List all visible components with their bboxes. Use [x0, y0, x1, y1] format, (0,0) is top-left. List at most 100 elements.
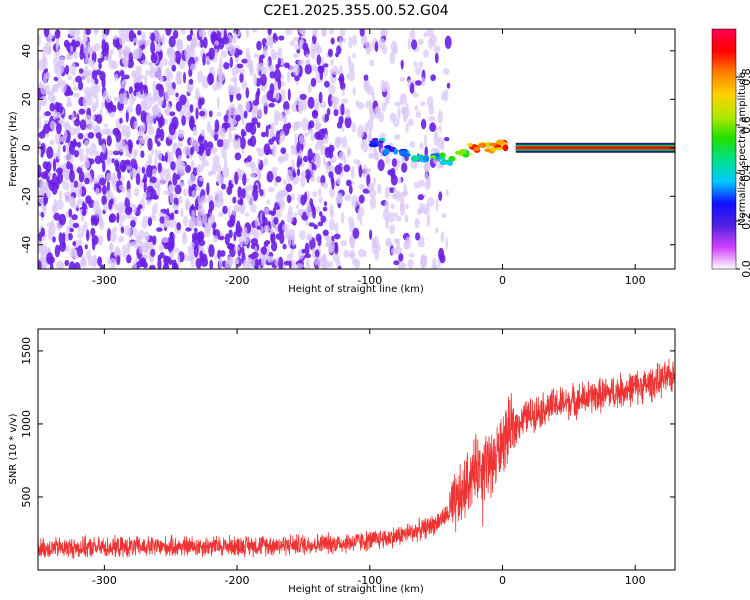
spectrogram-noise-cell	[49, 139, 55, 146]
spectrogram-noise-cell	[109, 257, 117, 267]
spectrogram-noise-cell	[430, 34, 437, 47]
spectrogram-noise-cell	[68, 261, 76, 269]
snr-x-tick-label: 0	[499, 574, 506, 587]
spectrogram-noise-cell	[56, 167, 63, 175]
spectrogram-noise-cell	[269, 71, 276, 79]
spectrogram-noise-cell	[136, 39, 143, 47]
spectrogram-noise-cell	[205, 148, 211, 157]
spectrogram-noise-cell	[415, 80, 422, 86]
spectrogram-noise-cell	[118, 139, 126, 153]
spectrogram-noise-cell	[54, 29, 61, 40]
spectrogram-noise-cell	[279, 130, 286, 143]
spectrogram-noise-cell	[369, 196, 377, 210]
spectrogram-noise-cell	[220, 146, 227, 159]
spectrogram-noise-cell	[403, 183, 408, 197]
spectrogram-signal-cell	[439, 152, 446, 159]
spectrogram-noise-cell	[409, 140, 416, 148]
spectrogram-noise-cell	[116, 212, 120, 224]
spectrogram-noise-cell	[362, 143, 368, 153]
spectrogram-noise-cell	[374, 41, 379, 52]
spectrogram-noise-cell	[70, 29, 75, 38]
spectrogram-noise-cell	[305, 53, 310, 59]
spectrogram-noise-cell	[358, 194, 365, 204]
spectrogram-noise-cell	[165, 29, 172, 36]
spectrogram-noise-cell	[56, 149, 61, 160]
snr-x-ticks: -300 -200 -100 0 100	[92, 329, 646, 587]
spectrogram-noise-cell	[290, 248, 294, 258]
spectrogram-noise-cell	[384, 29, 388, 37]
spectrogram-noise-cell	[369, 59, 375, 67]
spectrogram-noise-cell	[192, 167, 198, 177]
spectrogram-noise-cell	[84, 57, 92, 65]
spectrogram-noise-cell	[190, 241, 195, 251]
spectrogram-noise-cell	[135, 235, 142, 244]
spectrogram-noise-cell	[142, 241, 149, 254]
spectrogram-noise-cell	[371, 238, 376, 248]
spectrogram-noise-cell	[301, 117, 309, 131]
spectrogram-noise-cell	[426, 96, 434, 108]
spectrogram-noise-cell	[152, 168, 158, 177]
spectrogram-noise-cell	[310, 41, 316, 53]
spectrogram-noise-cell	[55, 40, 59, 53]
spectrogram-noise-cell	[233, 137, 239, 150]
spectrogram-noise-cell	[137, 30, 142, 36]
spectrogram-noise-cell	[81, 210, 87, 216]
spectrogram-noise-cell	[317, 221, 324, 227]
spectrogram-noise-cell	[260, 246, 267, 255]
spectrogram-noise-cell	[53, 76, 59, 82]
spectrogram-noise-cell	[77, 141, 81, 148]
spectrogram-noise-cell	[222, 166, 230, 178]
spectrogram-noise-cell	[423, 49, 430, 58]
snr-x-tick-label: 100	[625, 574, 646, 587]
spectrogram-noise-cell	[292, 53, 300, 59]
spectrogram-noise-cell	[56, 199, 64, 211]
spectrogram-noise-cell	[324, 66, 328, 77]
spectrogram-noise-cell	[202, 36, 208, 49]
spectrogram-noise-cell	[180, 207, 184, 218]
spectrogram-signal-cell	[467, 142, 473, 147]
spectrogram-noise-cell	[67, 74, 72, 81]
spectrogram-noise-cell	[340, 103, 345, 116]
spectrogram-noise-cell	[419, 142, 424, 150]
spectrogram-noise-cell	[220, 250, 226, 257]
spectrogram-noise-cell	[332, 96, 340, 105]
spectrogram-noise-cell	[316, 46, 323, 54]
spectrogram-noise-cell	[78, 68, 84, 74]
spectrogram-plot-area	[38, 29, 675, 269]
spectrogram-noise-cell	[322, 229, 329, 237]
spectrogram-noise-cell	[122, 29, 130, 38]
spectrogram-noise-cell	[103, 203, 108, 212]
spectrogram-noise-cell	[304, 242, 310, 256]
spectrogram-noise-cell	[397, 106, 401, 120]
spectrogram-noise-cell	[344, 194, 352, 201]
spectrogram-noise-cell	[92, 93, 99, 99]
spectrogram-noise-cell	[40, 84, 47, 96]
spectrogram-noise-cell	[241, 188, 246, 199]
spectrogram-noise-cell	[138, 240, 144, 255]
spectrogram-noise-cell	[93, 29, 100, 34]
spectrogram-noise-cell	[244, 161, 252, 167]
spectrogram-noise-cell	[318, 188, 322, 197]
spectrogram-noise-cell	[399, 76, 405, 82]
spectrogram-noise-cell	[317, 256, 322, 268]
spectrogram-noise-cell	[252, 184, 258, 191]
spectrogram-noise-cell	[282, 243, 287, 250]
spectrogram-noise-cell	[232, 196, 237, 204]
spectrogram-noise-cell	[152, 204, 155, 218]
spectrogram-noise-cell	[43, 123, 50, 134]
spectrogram-noise-cell	[330, 176, 334, 184]
spectrogram-noise-cell	[78, 238, 83, 248]
spectrogram-noise-cell	[197, 70, 203, 83]
spectrogram-noise-cell	[440, 231, 445, 243]
spectrogram-noise-cell	[46, 146, 54, 159]
spectrogram-noise-cell	[251, 251, 259, 258]
spectrogram-noise-cell	[312, 206, 316, 219]
spectrogram-noise-cell	[214, 48, 218, 58]
spectrogram-noise-cell	[336, 176, 341, 185]
spectrogram-noise-cell	[114, 246, 121, 256]
spectrogram-noise-cell	[268, 64, 274, 71]
spectrogram-noise-cell	[220, 29, 225, 39]
spectrogram-noise-cell	[237, 186, 243, 198]
spectrogram-noise-cell	[58, 213, 67, 226]
